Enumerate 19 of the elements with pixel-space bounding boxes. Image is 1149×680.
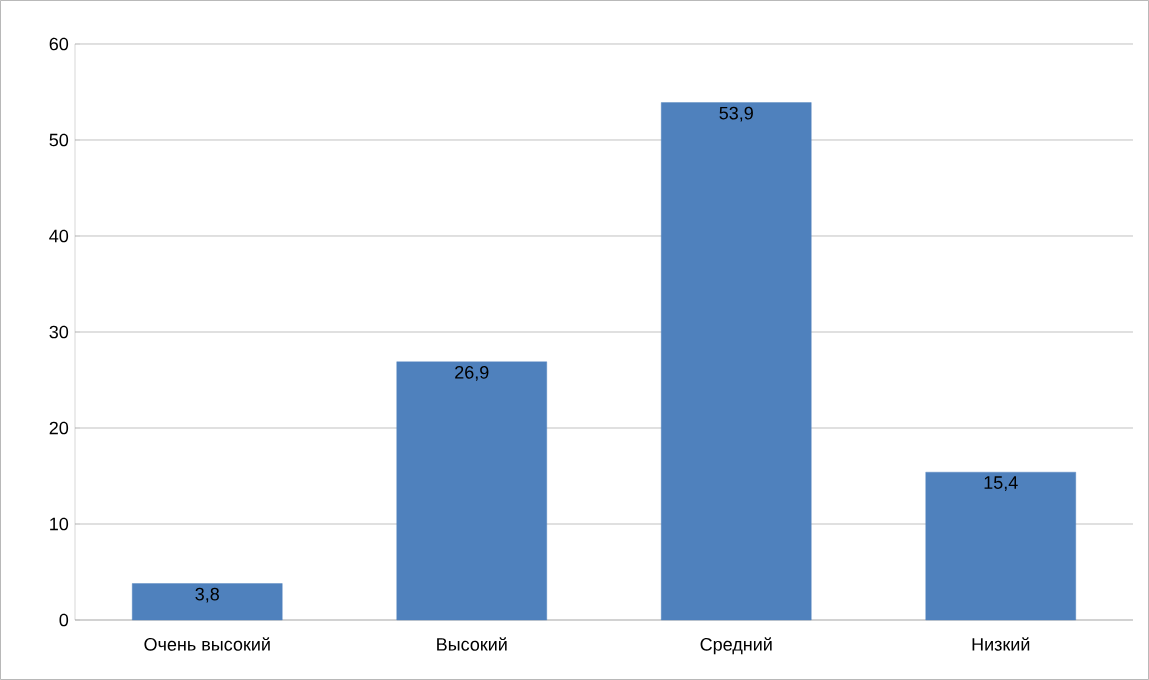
bar (396, 361, 547, 621)
x-tick-label: Средний (700, 637, 772, 655)
data-label: 15,4 (984, 476, 1018, 492)
data-label: 53,9 (719, 106, 753, 122)
y-tick-label: 60 (49, 37, 69, 51)
bar (132, 583, 283, 621)
y-tick-label: 50 (49, 133, 69, 147)
x-tick-label: Низкий (972, 637, 1030, 651)
bar (925, 471, 1076, 621)
bar (661, 102, 812, 621)
data-label: 3,8 (195, 587, 219, 603)
data-label: 26,9 (455, 365, 489, 381)
y-tick-label: 0 (59, 613, 69, 627)
y-tick-label: 10 (50, 517, 69, 531)
y-tick-label: 30 (49, 325, 69, 339)
y-tick-label: 20 (49, 421, 69, 435)
x-tick-label: Высокий (437, 637, 507, 651)
y-tick-label: 40 (49, 229, 69, 243)
x-tick-label: Очень высокий (144, 637, 270, 651)
